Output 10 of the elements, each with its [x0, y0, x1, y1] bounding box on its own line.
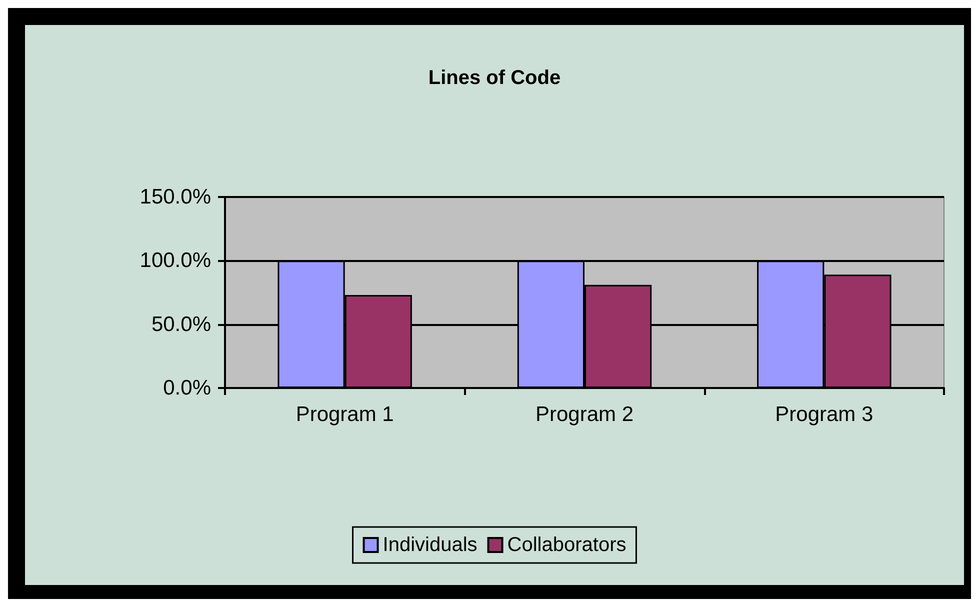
x-tick-label: Program 2 [535, 403, 634, 426]
y-tick-label: 100.0% [140, 249, 211, 272]
y-tick-label: 150.0% [140, 186, 211, 208]
y-tick-label: 50.0% [151, 312, 211, 336]
y-tick-label: 0.0% [163, 376, 211, 400]
chart-title: Lines of Code [428, 67, 561, 89]
x-tick-label: Program 3 [775, 403, 874, 426]
legend-label: Collaborators [507, 534, 626, 556]
x-tick-label: Program 1 [296, 403, 394, 426]
legend-label: Individuals [382, 534, 478, 556]
